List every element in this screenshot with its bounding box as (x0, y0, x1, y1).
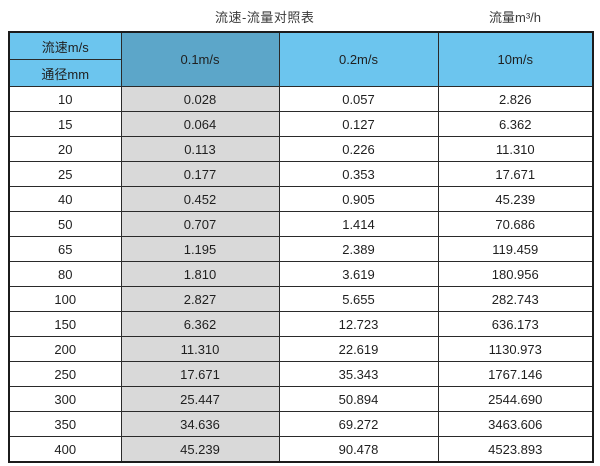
flow-0-2-cell: 3.619 (278, 261, 439, 287)
flow-0-2-cell: 12.723 (278, 311, 439, 337)
flow-0-2-cell: 0.127 (278, 111, 439, 137)
diameter-cell: 150 (8, 311, 122, 337)
diameter-cell: 65 (8, 236, 122, 262)
table-row: 300 25.447 50.894 2544.690 (8, 386, 594, 412)
column-header-10ms: 10m/s (437, 31, 594, 87)
table-row: 25 0.177 0.353 17.671 (8, 161, 594, 187)
flow-0-1-cell: 0.064 (120, 111, 280, 137)
titlebar: 流速-流量对照表 流量m³/h (0, 0, 600, 31)
flow-0-1-cell: 1.810 (120, 261, 280, 287)
diameter-cell: 80 (8, 261, 122, 287)
diameter-cell: 50 (8, 211, 122, 237)
flow-0-2-cell: 22.619 (278, 336, 439, 362)
page-title: 流速-流量对照表 (215, 10, 315, 25)
flow-10-cell: 2.826 (437, 86, 594, 112)
flow-10-cell: 1130.973 (437, 336, 594, 362)
flow-0-1-cell: 25.447 (120, 386, 280, 412)
flow-0-1-cell: 0.707 (120, 211, 280, 237)
diameter-cell: 25 (8, 161, 122, 187)
flow-10-cell: 17.671 (437, 161, 594, 187)
flow-0-1-cell: 6.362 (120, 311, 280, 337)
flow-unit-label: 流量m³/h (489, 10, 542, 25)
diameter-cell: 400 (8, 436, 122, 463)
flow-10-cell: 4523.893 (437, 436, 594, 463)
flow-10-cell: 6.362 (437, 111, 594, 137)
flow-0-2-cell: 0.057 (278, 86, 439, 112)
flow-10-cell: 11.310 (437, 136, 594, 162)
flow-0-2-cell: 2.389 (278, 236, 439, 262)
flow-10-cell: 180.956 (437, 261, 594, 287)
flow-0-1-cell: 0.452 (120, 186, 280, 212)
flow-0-1-cell: 17.671 (120, 361, 280, 387)
flow-0-2-cell: 0.353 (278, 161, 439, 187)
table-row: 400 45.239 90.478 4523.893 (8, 436, 594, 463)
flow-0-1-cell: 34.636 (120, 411, 280, 437)
flow-0-1-cell: 0.028 (120, 86, 280, 112)
flow-0-2-cell: 35.343 (278, 361, 439, 387)
table-body: 10 0.028 0.057 2.826 15 0.064 0.127 6.362 20 0.11… (8, 86, 594, 463)
diameter-cell: 200 (8, 336, 122, 362)
flow-10-cell: 636.173 (437, 311, 594, 337)
diameter-cell: 100 (8, 286, 122, 312)
flow-0-2-cell: 50.894 (278, 386, 439, 412)
diameter-cell: 40 (8, 186, 122, 212)
header-row-bottom: 通径mm (8, 59, 593, 87)
table-row: 80 1.810 3.619 180.956 (8, 261, 594, 287)
flow-10-cell: 1767.146 (437, 361, 594, 387)
diameter-cell: 300 (8, 386, 122, 412)
table-row: 250 17.671 35.343 1767.146 (8, 361, 594, 387)
diameter-cell: 350 (8, 411, 122, 437)
table-row: 100 2.827 5.655 282.743 (8, 286, 594, 312)
table-row: 50 0.707 1.414 70.686 (8, 211, 594, 237)
diameter-cell: 250 (8, 361, 122, 387)
table-row: 150 6.362 12.723 636.173 (8, 311, 594, 337)
table-row: 65 1.195 2.389 119.459 (8, 236, 594, 262)
flow-0-1-cell: 2.827 (120, 286, 280, 312)
flow-0-2-cell: 0.226 (278, 136, 439, 162)
flow-0-2-cell: 90.478 (278, 436, 439, 463)
flow-0-2-cell: 0.905 (278, 186, 439, 212)
table-row: 350 34.636 69.272 3463.606 (8, 411, 594, 437)
diameter-cell: 10 (8, 86, 122, 112)
table-header: 流速m/s 0.1m/s 0.2m/s 10m/s 通径mm (8, 31, 594, 87)
table-row: 40 0.452 0.905 45.239 (8, 186, 594, 212)
column-header-0-2ms: 0.2m/s (278, 31, 439, 87)
flow-0-2-cell: 69.272 (278, 411, 439, 437)
diameter-cell: 15 (8, 111, 122, 137)
flow-10-cell: 119.459 (437, 236, 594, 262)
flow-0-1-cell: 45.239 (120, 436, 280, 463)
flow-10-cell: 3463.606 (437, 411, 594, 437)
flow-0-1-cell: 11.310 (120, 336, 280, 362)
table-row: 200 11.310 22.619 1130.973 (8, 336, 594, 362)
flow-0-1-cell: 1.195 (120, 236, 280, 262)
flow-0-1-cell: 0.177 (120, 161, 280, 187)
table-row: 15 0.064 0.127 6.362 (8, 111, 594, 137)
flow-10-cell: 282.743 (437, 286, 594, 312)
table-row: 10 0.028 0.057 2.826 (8, 86, 594, 112)
flow-10-cell: 2544.690 (437, 386, 594, 412)
table-row: 20 0.113 0.226 11.310 (8, 136, 594, 162)
flow-0-1-cell: 0.113 (120, 136, 280, 162)
corner-diameter-label: 通径mm (8, 59, 122, 87)
diameter-cell: 20 (8, 136, 122, 162)
flow-rate-table: 流速m/s 0.1m/s 0.2m/s 10m/s 通径mm 10 0.028 0.… (8, 31, 594, 463)
corner-velocity-label: 流速m/s (8, 31, 122, 60)
flow-10-cell: 45.239 (437, 186, 594, 212)
flow-0-2-cell: 1.414 (278, 211, 439, 237)
column-header-0-1ms: 0.1m/s (120, 31, 280, 87)
flow-10-cell: 70.686 (437, 211, 594, 237)
header-row-top: 流速m/s 0.1m/s 0.2m/s 10m/s (8, 31, 594, 87)
flow-0-2-cell: 5.655 (278, 286, 439, 312)
